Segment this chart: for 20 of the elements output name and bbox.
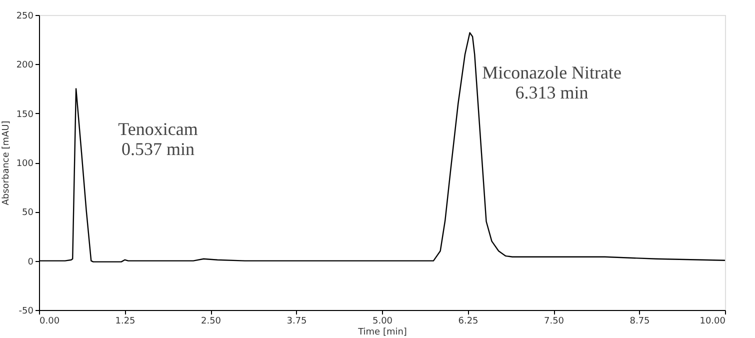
y-tick-label: 50 [22, 208, 34, 218]
x-tick-label: 1.25 [115, 316, 136, 326]
x-tick-label: 8.75 [630, 316, 650, 326]
y-tick-label: 100 [16, 159, 34, 169]
x-tick-label: 2.50 [200, 316, 222, 326]
annotation: Miconazole Nitrate 6.313 min [482, 62, 622, 103]
x-tick-label: 5.00 [372, 316, 393, 326]
annotation: Tenoxicam 0.537 min [118, 118, 198, 159]
y-tick-label: 200 [16, 60, 34, 71]
y-axis-title: Absorbance [mAU] [1, 120, 12, 206]
x-tick-label: 7.50 [544, 316, 564, 326]
x-tick-label: 10.00 [700, 316, 726, 326]
x-axis-title: Time [min] [357, 328, 407, 338]
y-tick-label: -50 [18, 306, 34, 316]
x-tick-label: 3.75 [286, 316, 307, 326]
y-tick-label: 250 [16, 12, 34, 22]
x-tick-label: 0.00 [40, 316, 60, 326]
y-tick-label: 150 [16, 110, 34, 120]
x-tick-label: 6.25 [458, 316, 478, 326]
y-tick-label: 0 [28, 257, 34, 268]
